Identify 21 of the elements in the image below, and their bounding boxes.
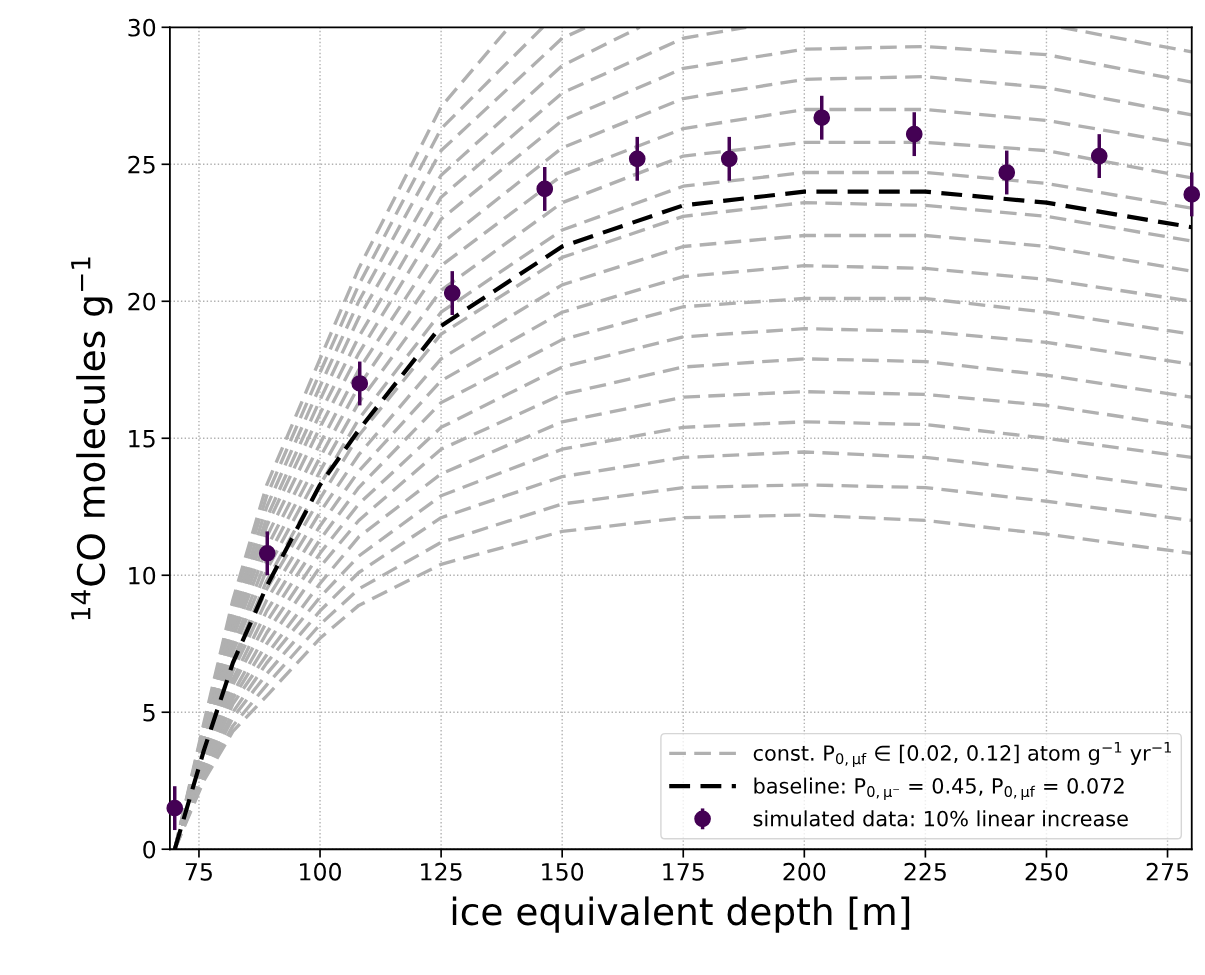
y-tick-label: 15 xyxy=(129,430,155,448)
x-tick-label: 100 xyxy=(300,862,341,881)
x-tick-label: 200 xyxy=(783,862,826,881)
y-tick-label: 30 xyxy=(128,18,156,37)
x-tick-label: 250 xyxy=(1025,862,1068,881)
x-tick-label: 125 xyxy=(421,862,462,881)
legend-label: baseline: P$_{0,μ⁻}$ = 0.45, P$_{0,μf}$ = 0.072 xyxy=(754,777,1124,800)
y-axis-title: $^{14}$CO molecules g$^{−1}$ xyxy=(71,257,113,620)
x-tick-label: 150 xyxy=(542,862,584,881)
legend-label: const. P$_{0,μf}$ ∈ [0.02, 0.12] atom g$^{−1}$ yr$^{−1}$ xyxy=(753,741,1171,768)
x-tick-label: 175 xyxy=(663,863,704,881)
y-tick-label: 10 xyxy=(129,566,156,585)
x-tick-label: 225 xyxy=(904,862,946,881)
x-axis-title: ice equivalent depth [m] xyxy=(452,896,910,933)
y-tick-label: 25 xyxy=(128,155,155,174)
y-tick-label: 20 xyxy=(128,292,156,311)
y-tick-label: 0 xyxy=(143,840,156,859)
y-tick-label: 5 xyxy=(143,703,155,722)
legend-label: simulated data: 10% linear increase xyxy=(753,810,1128,827)
x-tick-label: 75 xyxy=(185,863,212,881)
x-tick-label: 275 xyxy=(1146,862,1188,881)
